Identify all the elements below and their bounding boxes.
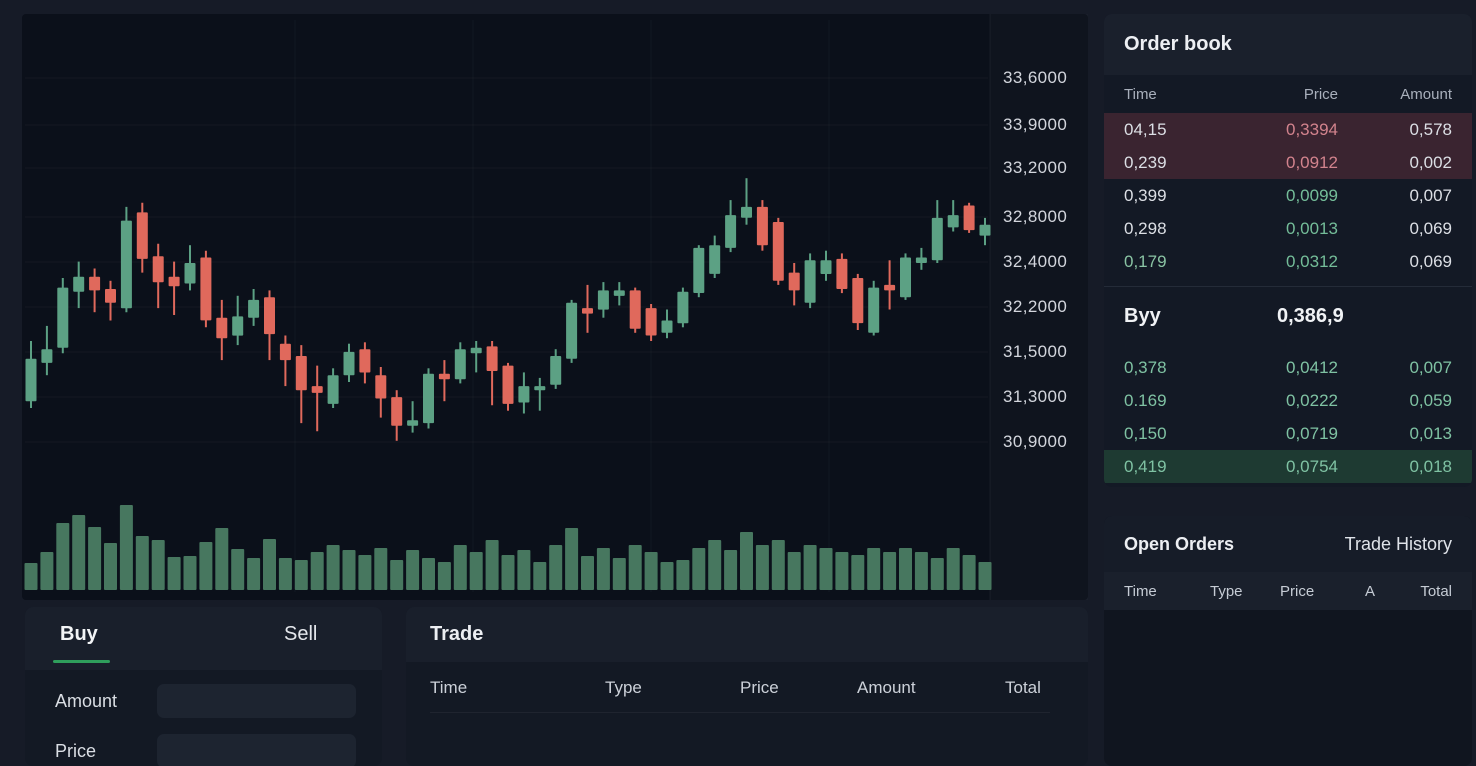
order-book-row[interactable]: 0,298 0,0013 0,069: [1104, 212, 1472, 245]
open-orders-tabs: Open Orders Trade History: [1104, 516, 1472, 572]
order-time: 0,419: [1124, 456, 1167, 476]
trade-table-panel: Trade Time Type Price Amount Total: [406, 607, 1088, 766]
order-amount: 0,013: [1409, 423, 1452, 443]
price-axis-label: 32,4000: [1003, 252, 1068, 271]
trade-table-col-price: Price: [740, 678, 779, 697]
buy-section-label: Byy: [1124, 304, 1161, 327]
order-time: 0,239: [1124, 152, 1167, 172]
price-axis-label: 33,2000: [1003, 158, 1068, 177]
order-time: 0,378: [1124, 357, 1167, 377]
tab-open-orders[interactable]: Open Orders: [1124, 533, 1235, 554]
buy-order-row[interactable]: 0,150 0,0719 0,013: [1104, 417, 1472, 450]
buy-section-header: Byy 0,386,9: [1104, 287, 1472, 345]
open-orders-col-type: Type: [1210, 582, 1243, 600]
buy-order-row[interactable]: 0,419 0,0754 0,018: [1104, 450, 1472, 483]
open-orders-panel: Open Orders Trade History Time Type Price A…: [1104, 516, 1472, 766]
order-book-panel: Order book Time Price Amount 04,15 0,3394 0,…: [1104, 14, 1472, 487]
order-amount: 0,069: [1409, 218, 1452, 238]
trade-table-separator: [430, 712, 1050, 713]
trade-table-column-headers: Time Type Price Amount Total: [406, 662, 1088, 712]
order-time: 0,298: [1124, 218, 1167, 238]
order-book-rows: 04,15 0,3394 0,578 0,239 0,0912 0,002 0,399 0,0…: [1104, 113, 1472, 278]
order-time: 04,15: [1124, 119, 1167, 139]
active-tab-underline: [53, 660, 110, 663]
price-axis-label: 31,3000: [1003, 387, 1068, 406]
price-input[interactable]: [157, 734, 356, 766]
order-price: 0,0013: [1286, 218, 1338, 238]
buy-order-row[interactable]: 0,378 0,0412 0,007: [1104, 351, 1472, 384]
open-orders-column-headers: Time Type Price A Total: [1104, 572, 1472, 610]
order-amount: 0,018: [1409, 456, 1452, 476]
price-label: Price: [55, 741, 97, 761]
buy-section-value: 0,386,9: [1277, 304, 1344, 327]
order-amount: 0,069: [1409, 251, 1452, 271]
order-book-col-amount: Amount: [1400, 85, 1452, 103]
trade-table-title: Trade: [406, 607, 1088, 662]
candlestick-chart[interactable]: [22, 14, 1088, 600]
order-price: 0,0312: [1286, 251, 1338, 271]
trade-form-tabs: Buy Sell: [25, 607, 382, 670]
buy-order-row[interactable]: 0.169 0,0222 0,059: [1104, 384, 1472, 417]
trade-table-col-time: Time: [430, 678, 468, 697]
order-amount: 0,578: [1409, 119, 1452, 139]
trade-table-col-type: Type: [605, 678, 642, 697]
order-amount: 0,007: [1409, 357, 1452, 377]
order-book-row[interactable]: 0,179 0,0312 0,069: [1104, 245, 1472, 278]
order-book-row[interactable]: 04,15 0,3394 0,578: [1104, 113, 1472, 146]
order-book-title: Order book: [1104, 14, 1472, 75]
tab-trade-history[interactable]: Trade History: [1344, 533, 1452, 554]
amount-input[interactable]: [157, 684, 356, 718]
price-axis-label: 33,6000: [1003, 68, 1068, 87]
open-orders-col-total: Total: [1420, 582, 1452, 600]
order-amount: 0,007: [1409, 185, 1452, 205]
order-book-row[interactable]: 0,239 0,0912 0,002: [1104, 146, 1472, 179]
order-book-col-price: Price: [1303, 85, 1338, 103]
order-book-row[interactable]: 0,399 0,0099 0,007: [1104, 179, 1472, 212]
order-price: 0,0222: [1286, 390, 1338, 410]
trade-form-panel: Buy Sell Amount Price: [25, 607, 382, 766]
tab-buy[interactable]: Buy: [60, 623, 98, 645]
open-orders-col-price: Price: [1280, 582, 1315, 600]
open-orders-col-time: Time: [1124, 582, 1157, 600]
trade-table-col-total: Total: [1005, 678, 1041, 697]
order-time: 0,399: [1124, 185, 1167, 205]
price-axis-label: 31,5000: [1003, 342, 1068, 361]
price-axis-label: 32,2000: [1003, 297, 1068, 316]
order-book-divider: [1104, 286, 1472, 287]
price-axis-label: 33,9000: [1003, 115, 1068, 134]
order-price: 0,0099: [1286, 185, 1338, 205]
order-time: 0,179: [1124, 251, 1167, 271]
order-book-col-time: Time: [1124, 85, 1157, 103]
buy-section-rows: 0,378 0,0412 0,007 0.169 0,0222 0,059 0,150 0,0…: [1104, 351, 1472, 483]
amount-label: Amount: [55, 691, 118, 711]
order-book-column-headers: Time Price Amount: [1104, 75, 1472, 113]
order-amount: 0,059: [1409, 390, 1452, 410]
order-amount: 0,002: [1409, 152, 1452, 172]
order-price: 0,0719: [1286, 423, 1338, 443]
order-price: 0,0412: [1286, 357, 1338, 377]
trade-table-col-amount: Amount: [857, 678, 916, 697]
tab-sell[interactable]: Sell: [284, 623, 318, 645]
order-price: 0,0912: [1286, 152, 1338, 172]
order-price: 0,3394: [1286, 119, 1338, 139]
order-price: 0,0754: [1286, 456, 1338, 476]
price-chart-panel[interactable]: 33,6000 33,9000 33,2000 32,8000 32,4000 32,20…: [22, 14, 1088, 600]
price-axis-label: 32,8000: [1003, 207, 1068, 226]
order-time: 0,150: [1124, 423, 1167, 443]
order-time: 0.169: [1124, 390, 1167, 410]
price-axis-label: 30,9000: [1003, 432, 1068, 451]
open-orders-col-a: A: [1365, 582, 1376, 600]
